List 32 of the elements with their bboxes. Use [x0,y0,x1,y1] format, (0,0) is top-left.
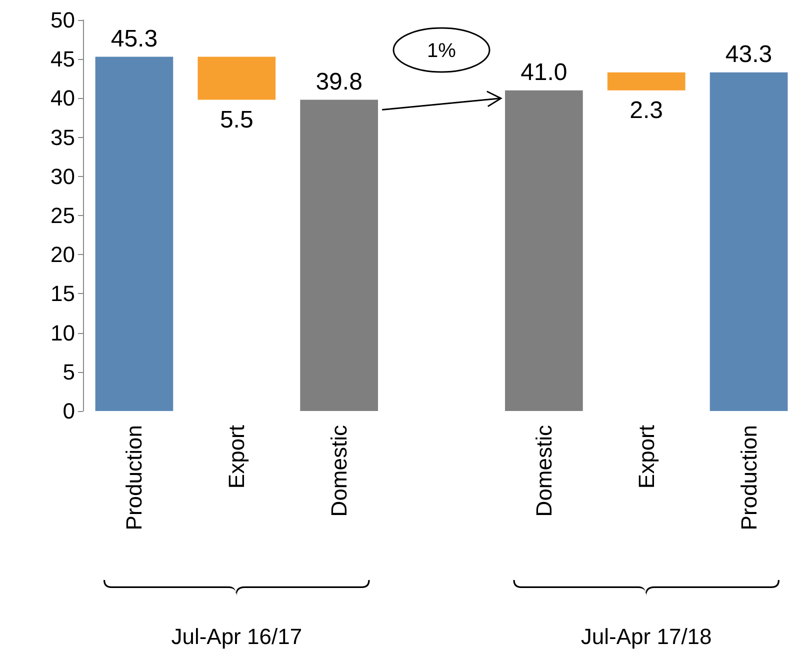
bar [198,56,276,100]
y-tick-label: 15 [50,281,75,306]
y-tick-label: 10 [50,320,75,346]
data-label: 43.3 [725,40,772,68]
x-tick-label: Export [634,425,659,489]
bar [95,56,174,411]
y-tick-label: 50 [50,8,75,32]
bar [710,72,788,411]
x-tick-label: Domestic [531,425,556,517]
x-tick-label: Production [736,425,762,530]
data-label: 45.3 [110,25,158,52]
annotation: 1% [427,40,456,62]
x-tick-label: Export [224,425,250,489]
data-label: 39.8 [316,68,362,96]
data-label: 5.5 [220,106,254,134]
bar [300,100,378,411]
y-tick-label: 5 [62,359,75,384]
y-tick-label: 40 [50,86,75,111]
data-label: 2.3 [630,96,664,124]
text: Jul-Apr 17/18 [580,624,712,649]
bar [505,90,583,411]
x-tick-label: Domestic [326,425,352,517]
x-tick-label: Production [122,425,147,530]
y-tick-label: 0 [62,398,75,424]
y-tick-label: 30 [50,164,75,189]
y-tick-label: 25 [50,203,75,228]
y-tick-label: 45 [50,46,75,72]
y-tick-label: 35 [50,124,75,150]
data-label: 41.0 [520,58,568,86]
text: Jul-Apr 16/17 [171,624,302,649]
y-tick-label: 20 [50,242,75,268]
bar [607,72,686,90]
